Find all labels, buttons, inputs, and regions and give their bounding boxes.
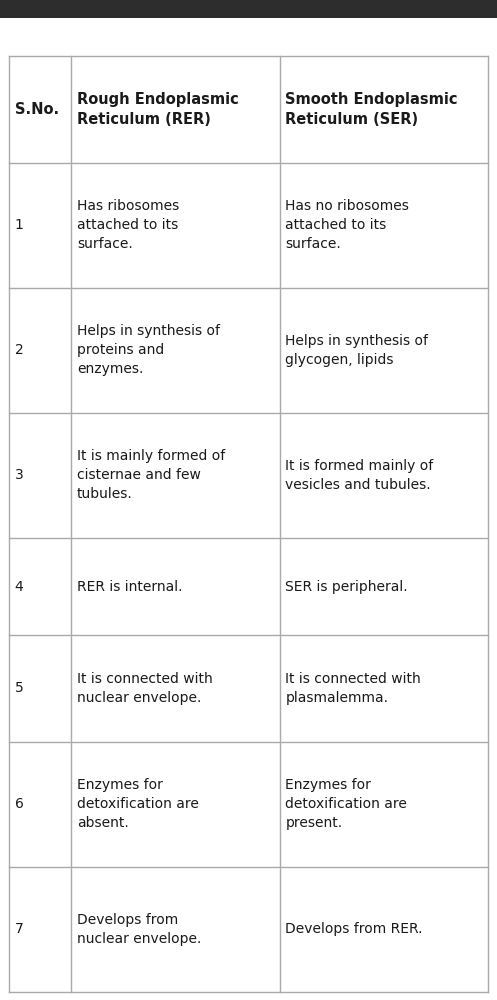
Text: Helps in synthesis of
glycogen, lipids: Helps in synthesis of glycogen, lipids (285, 334, 428, 367)
Text: It is mainly formed of
cisternae and few
tubules.: It is mainly formed of cisternae and few… (77, 449, 225, 501)
Text: It is formed mainly of
vesicles and tubules.: It is formed mainly of vesicles and tubu… (285, 459, 434, 492)
Text: S.No.: S.No. (15, 102, 59, 117)
Text: It is connected with
nuclear envelope.: It is connected with nuclear envelope. (77, 672, 213, 705)
Text: Rough Endoplasmic
Reticulum (RER): Rough Endoplasmic Reticulum (RER) (77, 92, 239, 127)
Text: 2: 2 (15, 343, 23, 357)
Text: 5: 5 (15, 681, 23, 695)
Text: It is connected with
plasmalemma.: It is connected with plasmalemma. (285, 672, 421, 705)
Text: Has ribosomes
attached to its
surface.: Has ribosomes attached to its surface. (77, 199, 179, 251)
Bar (0, 0, 497, 18)
Text: Helps in synthesis of
proteins and
enzymes.: Helps in synthesis of proteins and enzym… (77, 324, 220, 376)
Text: Develops from
nuclear envelope.: Develops from nuclear envelope. (77, 913, 201, 946)
Text: 7: 7 (15, 922, 23, 936)
Text: 3: 3 (15, 468, 23, 482)
Text: Has no ribosomes
attached to its
surface.: Has no ribosomes attached to its surface… (285, 199, 409, 251)
Text: Develops from RER.: Develops from RER. (285, 922, 423, 936)
Text: RER is internal.: RER is internal. (77, 580, 182, 594)
Text: 1: 1 (15, 218, 23, 232)
Text: 4: 4 (15, 580, 23, 594)
Text: Enzymes for
detoxification are
absent.: Enzymes for detoxification are absent. (77, 778, 199, 830)
Text: 6: 6 (15, 797, 23, 811)
Text: Smooth Endoplasmic
Reticulum (SER): Smooth Endoplasmic Reticulum (SER) (285, 92, 458, 127)
Text: SER is peripheral.: SER is peripheral. (285, 580, 408, 594)
Text: Enzymes for
detoxification are
present.: Enzymes for detoxification are present. (285, 778, 407, 830)
